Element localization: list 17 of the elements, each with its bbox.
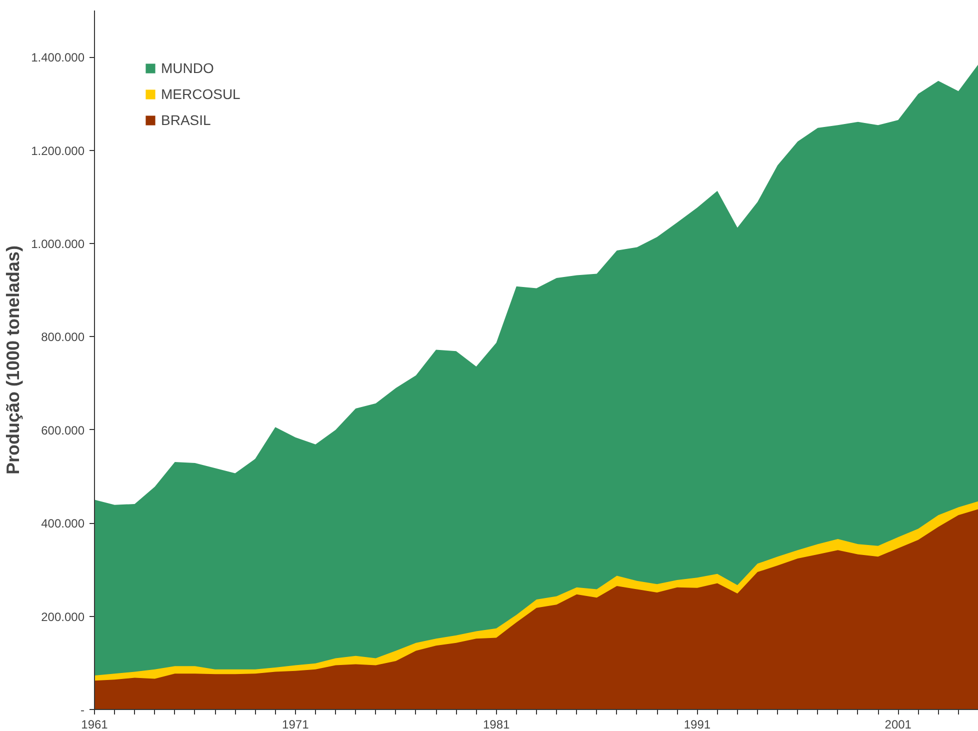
- x-tick-label: 2001: [884, 718, 912, 731]
- y-tick-label: 1.200.000: [31, 144, 85, 158]
- y-axis-title: Produção (1000 toneladas): [3, 245, 24, 475]
- y-tick-label: 800.000: [41, 330, 85, 344]
- legend-label: BRASIL: [161, 112, 211, 128]
- x-tick-label: 1991: [684, 718, 711, 731]
- x-tick-label: 1981: [482, 718, 510, 731]
- legend-label: MERCOSUL: [161, 86, 240, 102]
- y-tick-label: 200.000: [41, 610, 85, 624]
- legend-label: MUNDO: [161, 60, 214, 76]
- x-tick-label: 1971: [282, 718, 310, 731]
- y-tick-label: 1.000.000: [31, 237, 85, 251]
- y-tick-label: 600.000: [41, 423, 85, 438]
- y-tick-label: 1.400.000: [31, 50, 85, 65]
- y-tick-label: 400.000: [41, 516, 85, 531]
- x-tick-label: 1961: [81, 718, 108, 731]
- y-tick-label: -: [80, 703, 85, 717]
